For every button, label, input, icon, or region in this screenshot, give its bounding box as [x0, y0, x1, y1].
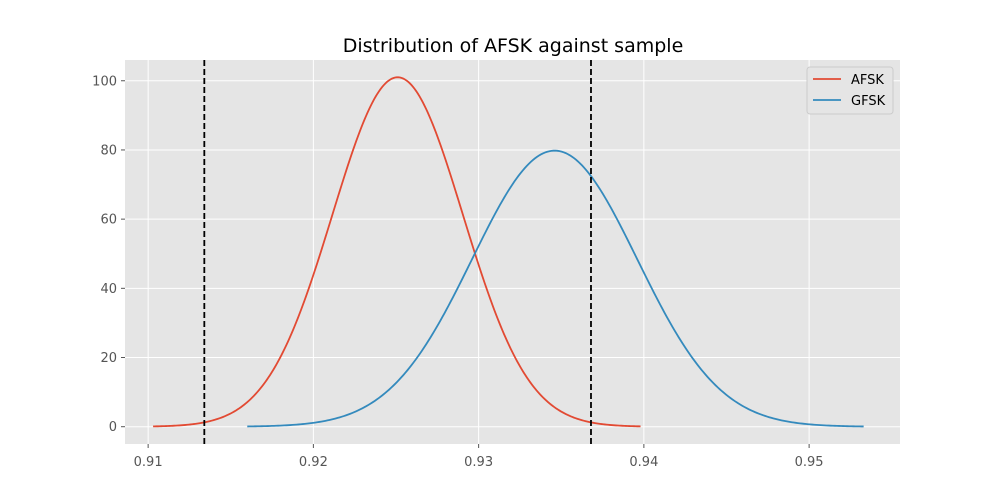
curves — [153, 76, 864, 428]
vertical-lines — [203, 60, 592, 444]
legend-label-afsk: AFSK — [851, 73, 884, 88]
x-tick-label-1: 0.92 — [299, 455, 328, 470]
chart-title: Distribution of AFSK against sample — [343, 35, 684, 57]
y-tick-label-2: 40 — [100, 282, 117, 297]
x-tick-label-3: 0.94 — [629, 455, 658, 470]
series-line-gfsk — [247, 149, 864, 428]
y-axis-ticks: 0 20 40 60 80 100 — [92, 74, 125, 435]
legend: AFSK GFSK — [806, 66, 894, 115]
series-line-afsk — [153, 76, 641, 428]
x-tick-label-4: 0.95 — [795, 455, 824, 470]
x-tick-label-2: 0.93 — [464, 455, 493, 470]
y-tick-label-4: 80 — [100, 143, 117, 158]
x-axis-ticks: 0.91 0.92 0.93 0.94 0.95 — [134, 444, 824, 470]
y-tick-label-0: 0 — [109, 420, 117, 435]
legend-label-gfsk: GFSK — [851, 94, 886, 109]
plot-area — [125, 60, 900, 444]
y-tick-label-1: 20 — [100, 351, 117, 366]
y-tick-label-3: 60 — [100, 213, 117, 228]
y-tick-label-5: 100 — [92, 74, 117, 89]
x-tick-label-0: 0.91 — [134, 455, 163, 470]
